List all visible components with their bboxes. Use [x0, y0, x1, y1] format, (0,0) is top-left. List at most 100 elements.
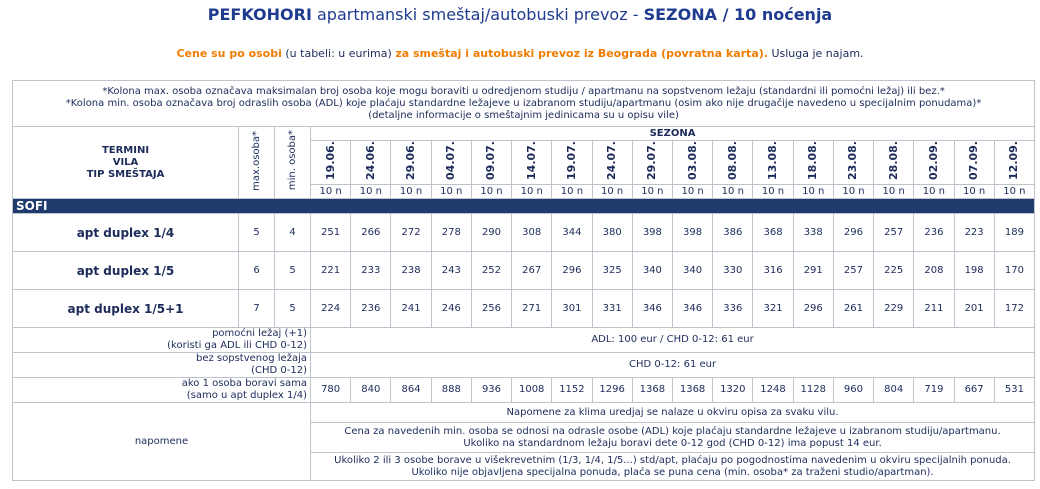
text: Napomene za klima uredjaj se nalaze u ok…	[506, 406, 839, 418]
text: 10 n	[721, 185, 744, 197]
text: 261	[843, 302, 863, 314]
row: apt duplex 1/4 5 4 251 266 272 278 290 308 344 380…	[12, 213, 1036, 252]
nights-cell: 10 n	[671, 184, 714, 199]
text: 201	[964, 302, 984, 314]
text: 10 n	[842, 185, 865, 197]
price-cell: 325	[591, 251, 633, 290]
price-cell: 1152	[551, 377, 593, 403]
text: 1152	[559, 384, 585, 395]
price-cell: 316	[752, 251, 794, 290]
text: 256	[481, 302, 502, 314]
price-cell: 301	[551, 289, 593, 328]
text: 10 n	[922, 185, 946, 197]
price-cell: 308	[511, 213, 553, 252]
text: 10 n	[480, 185, 503, 197]
price-cell: 667	[953, 377, 995, 403]
text: 780	[321, 384, 341, 395]
price-cell: 211	[913, 289, 955, 328]
header-cell: min. osoba*	[274, 126, 311, 199]
text: 03.08.	[685, 141, 699, 180]
text: 10 n	[560, 185, 584, 197]
text: 10 n	[761, 185, 785, 197]
text: 278	[441, 226, 461, 238]
price-cell: 261	[832, 289, 875, 328]
text: 291	[803, 264, 823, 276]
text: SEZONA	[649, 127, 696, 139]
text: 241	[401, 302, 421, 314]
extra-value: CHD 0-12: 61 eur	[309, 352, 1036, 378]
price-cell: 267	[511, 251, 553, 290]
text: apt duplex 1/4	[76, 225, 175, 240]
text: 23.08.	[846, 141, 860, 180]
text: 321	[763, 302, 783, 314]
text: 10 n	[641, 185, 664, 197]
text: min. osoba*	[286, 130, 298, 191]
price-cell: 398	[631, 213, 673, 252]
text: 172	[1004, 302, 1024, 314]
text: pomoćni ležaj (+1)	[212, 328, 307, 340]
nights-cell: 10 n	[430, 184, 472, 199]
price-cell: 243	[430, 251, 472, 290]
date-cell: 12.09.	[993, 140, 1036, 185]
title-bold: PEFKOHORI	[207, 5, 312, 24]
price-cell: 346	[671, 289, 714, 328]
date-cell: 29.06.	[390, 140, 432, 185]
text: 257	[843, 264, 863, 276]
text: 233	[361, 264, 381, 276]
text: 398	[683, 226, 703, 238]
nights-cell: 10 n	[832, 184, 875, 199]
price-cell: 224	[309, 289, 352, 328]
text: 267	[522, 264, 542, 276]
text: 10 n	[1003, 185, 1026, 197]
price-cell: 398	[671, 213, 714, 252]
price-cell: 256	[470, 289, 513, 328]
text: 10 n	[319, 185, 342, 197]
remarks-cell: Ukoliko 2 ili 3 osobe borave u višekreve…	[309, 452, 1036, 481]
text: CHD 0-12: 61 eur	[628, 359, 717, 370]
text: 19.07.	[564, 141, 578, 180]
nights-cell: 10 n	[350, 184, 392, 199]
room-name: apt duplex 1/4	[12, 213, 239, 252]
price-cell: 336	[712, 289, 754, 328]
text: 338	[803, 226, 823, 238]
title: PEFKOHORI apartmanski smeštaj/autobuski …	[0, 5, 1040, 24]
text: 236	[924, 226, 944, 238]
text: 10 n	[359, 185, 382, 197]
text: (CHD 0-12)	[251, 365, 307, 376]
price-cell: 241	[390, 289, 432, 328]
text: 7	[253, 302, 260, 314]
price-cell: 960	[832, 377, 875, 403]
text: 24.07.	[605, 141, 619, 180]
row: 10 n 10 n 10 n 10 n 10 n 10 n 10 n 10 n 10 n 10 n…	[13, 184, 1036, 199]
max-cell: 5	[238, 213, 275, 252]
text: 346	[642, 302, 662, 314]
price-cell: 271	[511, 289, 553, 328]
nights-cell: 10 n	[873, 184, 915, 199]
price-cell: 1008	[511, 377, 553, 403]
text: (koristi ga ADL ili CHD 0-12)	[167, 340, 307, 351]
text: *Kolona max. osoba označava maksimalan b…	[102, 85, 945, 97]
nights-cell: 10 n	[631, 184, 673, 199]
text: 5	[253, 226, 260, 238]
price-cell: 719	[913, 377, 955, 403]
price-table: *Kolona max. osoba označava maksimalan b…	[11, 80, 1036, 481]
price-cell: 229	[873, 289, 915, 328]
text: 10 n	[681, 185, 704, 197]
text: 271	[522, 302, 542, 314]
price-cell: 246	[430, 289, 472, 328]
extra-label: pomoćni ležaj (+1) (koristi ga ADL ili CH…	[12, 327, 311, 353]
text: 29.07.	[645, 141, 659, 180]
notes: *Kolona max. osoba označava maksimalan b…	[11, 80, 1036, 127]
text: 960	[843, 384, 863, 395]
date-cell: 19.06.	[309, 140, 352, 185]
price-cell: 338	[792, 213, 834, 252]
price-cell: 257	[873, 213, 915, 252]
text: 398	[642, 226, 662, 238]
price-cell: 840	[350, 377, 392, 403]
price-cell: 272	[390, 213, 432, 252]
row: ako 1 osoba boravi sama (samo u apt duple…	[12, 377, 1036, 403]
price-cell: 321	[752, 289, 794, 328]
nights-cell: 10 n	[792, 184, 834, 199]
text: 1128	[800, 384, 826, 395]
text: 1320	[720, 384, 746, 395]
